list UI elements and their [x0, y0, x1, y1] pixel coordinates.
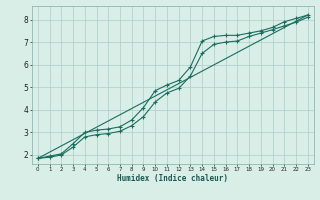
X-axis label: Humidex (Indice chaleur): Humidex (Indice chaleur)	[117, 174, 228, 183]
